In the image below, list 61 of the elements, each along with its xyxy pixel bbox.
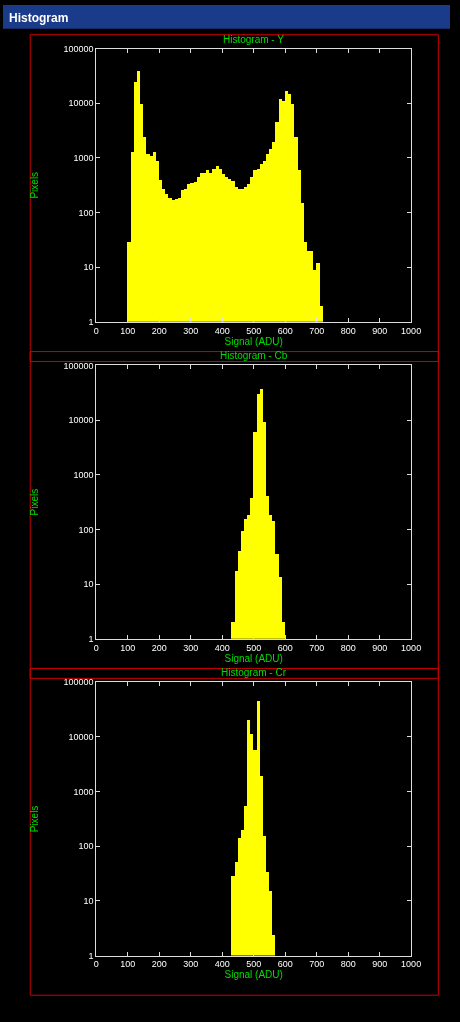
y-tick-label: 1000 bbox=[73, 153, 94, 164]
x-tick-label: 1000 bbox=[401, 325, 422, 336]
y-tick-label: 10000 bbox=[68, 98, 94, 109]
x-tick-label: 500 bbox=[246, 642, 262, 653]
chart-title: Histogram - Y bbox=[223, 34, 285, 45]
y-tick-label: 1 bbox=[88, 317, 94, 328]
x-tick-label: 500 bbox=[246, 325, 262, 336]
x-tick-label: 400 bbox=[214, 959, 230, 970]
x-tick-label: 0 bbox=[93, 642, 99, 653]
x-tick-label: 100 bbox=[120, 642, 136, 653]
y-tick-label: 10 bbox=[83, 262, 94, 273]
y-tick-label: 10000 bbox=[68, 415, 94, 426]
x-tick-label: 200 bbox=[151, 959, 167, 970]
y-tick-label: 10 bbox=[83, 579, 94, 590]
y-tick-label: 100 bbox=[78, 841, 94, 852]
x-tick-label: 900 bbox=[372, 642, 388, 653]
x-tick-label: 900 bbox=[372, 325, 388, 336]
x-tick-label: 700 bbox=[309, 325, 325, 336]
y-tick-label: 100000 bbox=[63, 677, 94, 688]
x-tick-label: 300 bbox=[183, 325, 199, 336]
x-tick-label: 1000 bbox=[401, 642, 422, 653]
y-tick-label: 1 bbox=[88, 633, 94, 644]
x-tick-label: 600 bbox=[277, 642, 293, 653]
x-axis-title: Signal (ADU) bbox=[224, 652, 283, 664]
x-axis-title: Signal (ADU) bbox=[224, 969, 283, 981]
y-axis-title: Pixels bbox=[29, 171, 41, 199]
x-tick-label: 800 bbox=[340, 959, 356, 970]
x-tick-label: 0 bbox=[93, 325, 99, 336]
y-tick-label: 100000 bbox=[63, 43, 94, 54]
y-tick-label: 1000 bbox=[73, 786, 94, 797]
y-tick-label: 10000 bbox=[68, 732, 94, 743]
chart-title: Histogram - Cr bbox=[221, 667, 287, 678]
x-tick-label: 200 bbox=[151, 325, 167, 336]
y-tick-label: 1 bbox=[88, 950, 94, 961]
x-tick-label: 1000 bbox=[401, 959, 422, 970]
x-tick-label: 400 bbox=[214, 642, 230, 653]
x-tick-label: 200 bbox=[151, 642, 167, 653]
y-tick-label: 1000 bbox=[73, 469, 94, 480]
x-tick-label: 100 bbox=[120, 959, 136, 970]
x-tick-label: 400 bbox=[214, 325, 230, 336]
y-tick-label: 100 bbox=[78, 207, 94, 218]
y-tick-label: 100000 bbox=[63, 360, 94, 371]
x-tick-label: 100 bbox=[120, 325, 136, 336]
x-tick-label: 800 bbox=[340, 642, 356, 653]
x-tick-label: 600 bbox=[277, 959, 293, 970]
x-tick-label: 600 bbox=[277, 325, 293, 336]
x-tick-label: 800 bbox=[340, 325, 356, 336]
x-tick-label: 300 bbox=[183, 642, 199, 653]
x-tick-label: 900 bbox=[372, 959, 388, 970]
chart-title: Histogram - Cb bbox=[220, 350, 288, 361]
y-axis-title: Pixels bbox=[29, 805, 41, 833]
x-tick-label: 700 bbox=[309, 959, 325, 970]
x-tick-label: 700 bbox=[309, 642, 325, 653]
x-tick-label: 0 bbox=[93, 959, 99, 970]
y-tick-label: 100 bbox=[78, 524, 94, 535]
y-tick-label: 10 bbox=[83, 896, 94, 907]
y-axis-title: Pixels bbox=[29, 488, 41, 516]
text: Histogram bbox=[9, 11, 69, 25]
x-axis-title: Signal (ADU) bbox=[224, 335, 283, 347]
x-tick-label: 300 bbox=[183, 959, 199, 970]
x-tick-label: 500 bbox=[246, 959, 262, 970]
